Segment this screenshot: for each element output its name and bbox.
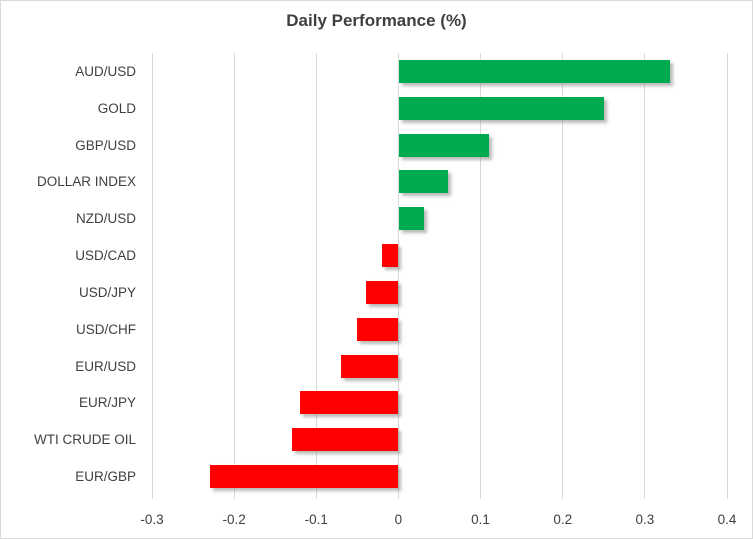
bar-dollar-index	[398, 170, 449, 194]
x-tick-label--0.1: -0.1	[304, 512, 328, 527]
bar-usd-jpy	[365, 280, 399, 304]
x-tick-label-0.3: 0.3	[635, 512, 655, 527]
bar-wti-crude-oil	[291, 428, 399, 452]
x-tick-label-0: 0	[394, 512, 403, 527]
x-tick-label--0.2: -0.2	[222, 512, 246, 527]
category-label-eur-gbp: EUR/GBP	[75, 469, 136, 485]
gridline-x-0.3	[644, 53, 646, 499]
category-label-aud-usd: AUD/USD	[75, 63, 136, 79]
x-tick-label-0.4: 0.4	[717, 512, 737, 527]
category-label-eur-jpy: EUR/JPY	[78, 395, 136, 411]
gridline-x-0.2	[562, 53, 564, 499]
category-label-usd-jpy: USD/JPY	[78, 284, 136, 300]
gridline-x-0	[397, 53, 399, 499]
x-tick-label-0.1: 0.1	[471, 512, 490, 527]
gridline-x-0.1	[480, 53, 482, 499]
category-label-eur-usd: EUR/USD	[75, 358, 136, 374]
bar-gbp-usd	[398, 133, 490, 157]
bar-eur-gbp	[209, 465, 399, 489]
bar-eur-jpy	[299, 391, 399, 415]
bar-eur-usd	[340, 354, 399, 378]
category-label-gbp-usd: GBP/USD	[75, 137, 136, 153]
category-label-nzd-usd: NZD/USD	[76, 211, 136, 227]
gridline-x-0.4	[726, 53, 728, 499]
bar-usd-chf	[357, 317, 399, 341]
bar-nzd-usd	[398, 207, 424, 231]
category-label-dollar-index: DOLLAR INDEX	[36, 174, 136, 190]
gridline-x--0.2	[233, 53, 235, 499]
gridline-x--0.1	[315, 53, 317, 499]
category-label-usd-cad: USD/CAD	[75, 248, 136, 264]
bar-gold	[398, 96, 605, 120]
x-tick-label-0.2: 0.2	[553, 512, 573, 527]
category-label-usd-chf: USD/CHF	[76, 321, 136, 337]
bar-usd-cad	[382, 244, 399, 268]
x-tick-label--0.3: -0.3	[140, 512, 164, 527]
category-label-wti-crude-oil: WTI CRUDE OIL	[33, 432, 136, 448]
bar-aud-usd	[398, 59, 670, 83]
chart-title: Daily Performance (%)	[286, 11, 467, 30]
category-label-gold: GOLD	[97, 100, 136, 116]
gridline-x--0.3	[151, 53, 153, 499]
